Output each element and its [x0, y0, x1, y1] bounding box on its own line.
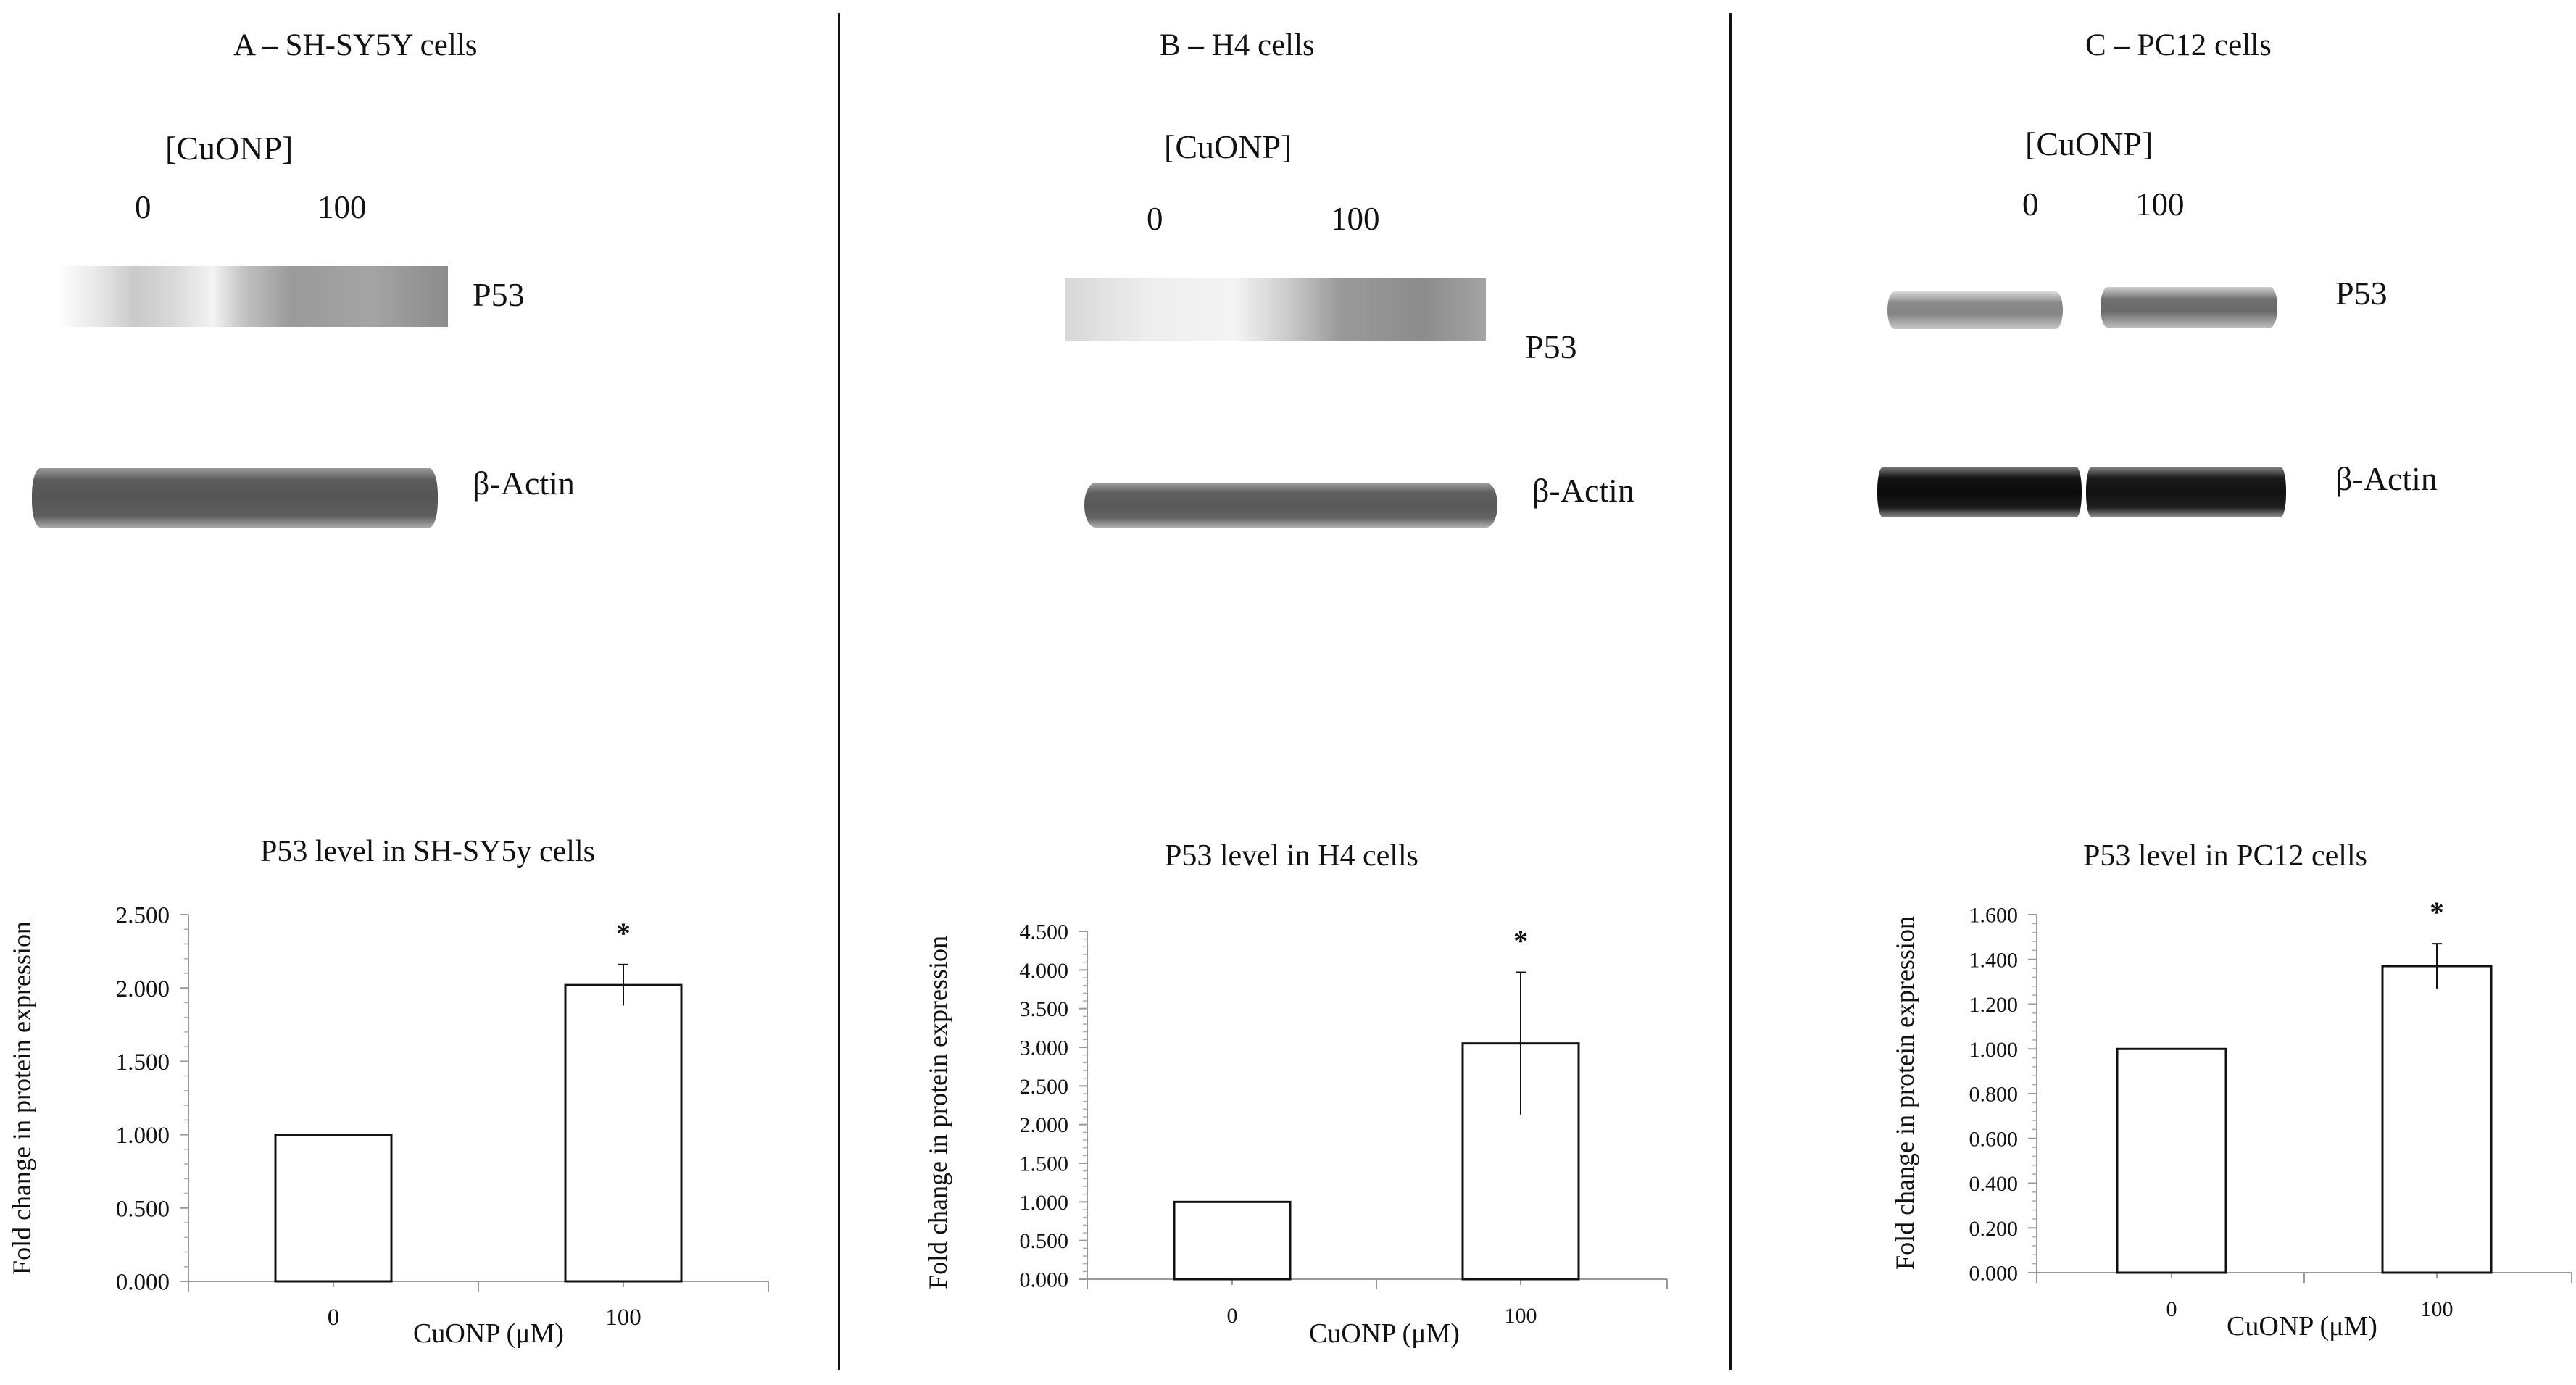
- treatment-label: [CuONP]: [1164, 128, 1292, 165]
- y-tick-label: 1.600: [1969, 904, 2019, 928]
- y-tick-label: 1.000: [1969, 1038, 2019, 1062]
- y-tick-label: 0.600: [1969, 1127, 2019, 1151]
- treatment-label: [CuONP]: [165, 130, 294, 167]
- lane-label-0: 0: [135, 189, 151, 225]
- y-tick-label: 1.000: [1020, 1191, 1069, 1215]
- lane-label-100: 100: [1331, 201, 1380, 237]
- panel-title: B – H4 cells: [1160, 28, 1315, 62]
- significance-marker: *: [616, 917, 631, 949]
- bar-0: [1173, 1200, 1292, 1281]
- treatment-label: [CuONP]: [2025, 125, 2153, 162]
- y-tick-label: 0.000: [1969, 1262, 2019, 1286]
- y-axis-label: Fold change in protein expression: [923, 936, 952, 1289]
- y-tick-label: 0.200: [1969, 1217, 2019, 1241]
- p53-band-label: P53: [2335, 275, 2388, 312]
- bar-0: [2116, 1047, 2227, 1274]
- actin-blot-band-lane-0: [1877, 467, 2082, 517]
- lane-label-100: 100: [2135, 186, 2185, 222]
- panel-b: B – H4 cells [CuONP] 0 100 P53 β-Actin 0…: [841, 0, 1696, 1385]
- p53-blot-band: [57, 266, 448, 327]
- bar-100: [2381, 965, 2493, 1274]
- y-tick-label: 0.800: [1969, 1083, 2019, 1107]
- y-tick-label: 2.500: [1020, 1075, 1069, 1099]
- y-tick-label: 1.500: [116, 1049, 170, 1076]
- p53-blot-band: [1065, 278, 1486, 341]
- y-tick-label: 0.000: [1020, 1268, 1069, 1292]
- y-tick-label: 1.200: [1969, 993, 2019, 1017]
- panel-c: C – PC12 cells [CuONP] 0 100 P53 β-Actin…: [1732, 0, 2576, 1385]
- x-tick-label: 100: [1505, 1304, 1537, 1328]
- chart-title: P53 level in SH-SY5y cells: [260, 835, 595, 868]
- actin-band-label: β-Actin: [473, 465, 575, 502]
- p53-band-label: P53: [473, 276, 525, 313]
- panel-title: A – SH-SY5Y cells: [233, 28, 478, 62]
- y-tick-label: 3.500: [1020, 997, 1069, 1021]
- y-axis-label: Fold change in protein expression: [1890, 916, 1919, 1270]
- y-tick-label: 1.000: [116, 1123, 170, 1149]
- actin-band-label: β-Actin: [2335, 460, 2438, 497]
- actin-blot-band-lane-100: [2086, 467, 2286, 517]
- actin-blot-band: [32, 468, 438, 528]
- x-axis-label: CuONP (μM): [1309, 1318, 1460, 1349]
- y-tick-label: 0.500: [1020, 1229, 1069, 1253]
- significance-marker: *: [1513, 925, 1528, 957]
- panel-title: C – PC12 cells: [2085, 28, 2272, 62]
- y-tick-label: 1.400: [1969, 948, 2019, 972]
- chart-title: P53 level in H4 cells: [1165, 839, 1418, 873]
- y-tick-label: 2.000: [116, 976, 170, 1002]
- y-tick-label: 0.500: [116, 1196, 170, 1222]
- y-tick-label: 4.000: [1020, 959, 1069, 983]
- x-tick-label: 0: [1227, 1304, 1238, 1328]
- y-tick-label: 2.000: [1020, 1113, 1069, 1137]
- panel-a: A – SH-SY5Y cells [CuONP] 0 100 P53 β-Ac…: [0, 0, 855, 1385]
- x-axis-label: CuONP (μM): [413, 1318, 564, 1349]
- x-axis-label: CuONP (μM): [2227, 1311, 2377, 1342]
- bar-chart-a: 0.000 0.500 1.000 1.500 2.000 2.500 0 * 100 P53 l…: [7, 835, 769, 1349]
- panel-divider-1: [838, 13, 840, 1370]
- p53-blot-band-lane-100: [2101, 287, 2277, 328]
- x-tick-label: 0: [328, 1305, 340, 1331]
- panel-divider-2: [1729, 13, 1732, 1370]
- bar-0: [274, 1134, 393, 1283]
- y-axis-label: Fold change in protein expression: [7, 921, 36, 1275]
- x-tick-label: 100: [605, 1305, 641, 1331]
- y-tick-label: 0.400: [1969, 1172, 2019, 1196]
- bar-chart-b: 0.000 0.500 1.000 1.500 2.000 2.500 3.000 3.500…: [923, 839, 1668, 1349]
- x-tick-label: 0: [2166, 1297, 2177, 1321]
- lane-label-0: 0: [2022, 186, 2039, 222]
- actin-band-label: β-Actin: [1532, 472, 1634, 509]
- y-tick-label: 3.000: [1020, 1036, 1069, 1060]
- y-tick-label: 4.500: [1020, 920, 1069, 944]
- chart-title: P53 level in PC12 cells: [2083, 839, 2367, 873]
- significance-marker: *: [2430, 896, 2444, 928]
- y-tick-label: 1.500: [1020, 1152, 1069, 1176]
- actin-blot-band: [1084, 483, 1497, 528]
- p53-blot-band-lane-0: [1887, 291, 2063, 329]
- p53-band-label: P53: [1525, 328, 1577, 365]
- y-tick-label: 2.500: [116, 903, 170, 929]
- y-tick-label: 0.000: [116, 1270, 170, 1296]
- lane-label-0: 0: [1147, 201, 1163, 237]
- lane-label-100: 100: [317, 189, 367, 225]
- x-tick-label: 100: [2421, 1297, 2454, 1321]
